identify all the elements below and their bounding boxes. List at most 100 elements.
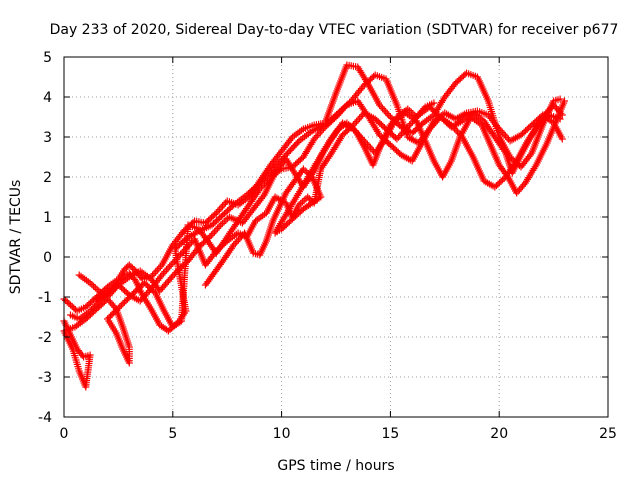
data-point xyxy=(312,133,320,141)
data-point xyxy=(317,128,324,136)
data-point xyxy=(547,104,554,112)
data-point xyxy=(209,230,217,238)
data-point xyxy=(318,126,326,134)
data-point xyxy=(295,201,303,209)
y-tick-label: -2 xyxy=(38,330,52,346)
data-point xyxy=(138,295,146,303)
data-point xyxy=(498,128,506,136)
data-point xyxy=(332,113,340,121)
x-tick-label: 5 xyxy=(168,426,177,442)
x-tick-labels: 0 5 10 15 20 25 xyxy=(60,426,617,442)
data-point xyxy=(558,135,566,143)
data-point xyxy=(166,262,174,270)
data-point xyxy=(107,312,115,320)
data-point xyxy=(304,193,312,201)
x-tick-label: 15 xyxy=(381,426,399,442)
data-point xyxy=(376,101,383,109)
data-point xyxy=(377,103,385,111)
data-point xyxy=(113,306,121,314)
data-point xyxy=(396,132,404,140)
x-tick-label: 10 xyxy=(273,426,291,442)
data-point xyxy=(108,310,116,318)
data-point xyxy=(172,256,180,264)
series-track-6 xyxy=(201,99,438,289)
data-point xyxy=(454,128,461,136)
y-tick-label: 5 xyxy=(43,50,52,66)
data-point xyxy=(313,132,321,140)
data-point xyxy=(220,200,228,208)
series-track-5 xyxy=(93,101,566,305)
data-point xyxy=(257,183,265,191)
y-tick-label: 3 xyxy=(43,130,52,146)
data-point xyxy=(402,125,410,133)
data-point xyxy=(116,303,124,311)
data-point xyxy=(129,264,136,272)
y-axis-label: SDTVAR / TECUs xyxy=(8,180,24,295)
data-point xyxy=(156,263,164,271)
data-point xyxy=(217,221,225,229)
data-point xyxy=(346,122,354,130)
data-point xyxy=(222,199,230,207)
data-point xyxy=(204,234,212,242)
data-point xyxy=(110,309,118,317)
data-point xyxy=(251,184,259,191)
data-point xyxy=(178,249,186,257)
data-point xyxy=(111,307,119,315)
data-point xyxy=(338,106,346,114)
data-point xyxy=(405,121,413,129)
data-point xyxy=(494,123,502,131)
y-tick-label: 2 xyxy=(43,170,52,186)
y-tick-label: -3 xyxy=(38,370,52,386)
data-point xyxy=(367,144,374,152)
data-point xyxy=(495,125,503,133)
data-point xyxy=(144,288,152,296)
data-point xyxy=(249,185,257,193)
data-point xyxy=(180,247,188,255)
data-point xyxy=(63,298,71,306)
data-point xyxy=(186,240,194,248)
data-point xyxy=(401,126,409,134)
data-point xyxy=(215,206,223,214)
data-point xyxy=(120,298,128,306)
data-point xyxy=(153,266,161,274)
data-point xyxy=(259,182,267,190)
data-point xyxy=(207,231,215,239)
x-tick-label: 0 xyxy=(60,426,69,442)
data-point xyxy=(542,110,550,118)
chart-title: Day 233 of 2020, Sidereal Day-to-day VTE… xyxy=(50,22,619,38)
data-point xyxy=(88,281,96,289)
data-point xyxy=(356,114,364,122)
data-point xyxy=(119,300,127,308)
data-point xyxy=(385,111,393,119)
data-point xyxy=(299,198,306,206)
data-markers xyxy=(60,61,568,391)
data-point xyxy=(212,226,220,234)
data-point xyxy=(212,209,220,217)
data-point xyxy=(340,104,348,112)
data-point xyxy=(353,118,360,126)
data-point xyxy=(539,113,547,121)
data-point xyxy=(383,110,391,118)
data-point xyxy=(90,282,98,290)
data-point xyxy=(181,245,189,253)
data-point xyxy=(334,111,342,119)
data-point xyxy=(561,97,568,105)
data-point xyxy=(330,114,338,122)
data-point xyxy=(114,304,122,312)
data-point xyxy=(256,185,264,193)
y-tick-labels: -4 -3 -2 -1 0 1 2 3 4 5 xyxy=(38,50,52,426)
y-tick-label: 1 xyxy=(43,210,52,226)
data-point xyxy=(220,218,228,226)
data-point xyxy=(244,190,252,197)
data-point xyxy=(395,133,402,141)
data-point xyxy=(230,241,238,249)
data-point xyxy=(558,111,566,119)
data-point xyxy=(142,290,150,298)
y-tick-label: 4 xyxy=(43,90,52,106)
data-point xyxy=(399,128,407,136)
x-axis-label: GPS time / hours xyxy=(277,458,394,474)
data-point xyxy=(501,132,509,140)
data-point xyxy=(206,233,214,241)
